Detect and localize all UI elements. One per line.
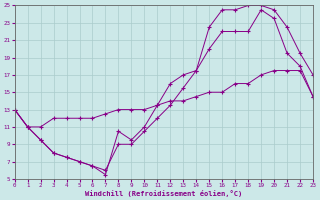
X-axis label: Windchill (Refroidissement éolien,°C): Windchill (Refroidissement éolien,°C) <box>85 190 243 197</box>
